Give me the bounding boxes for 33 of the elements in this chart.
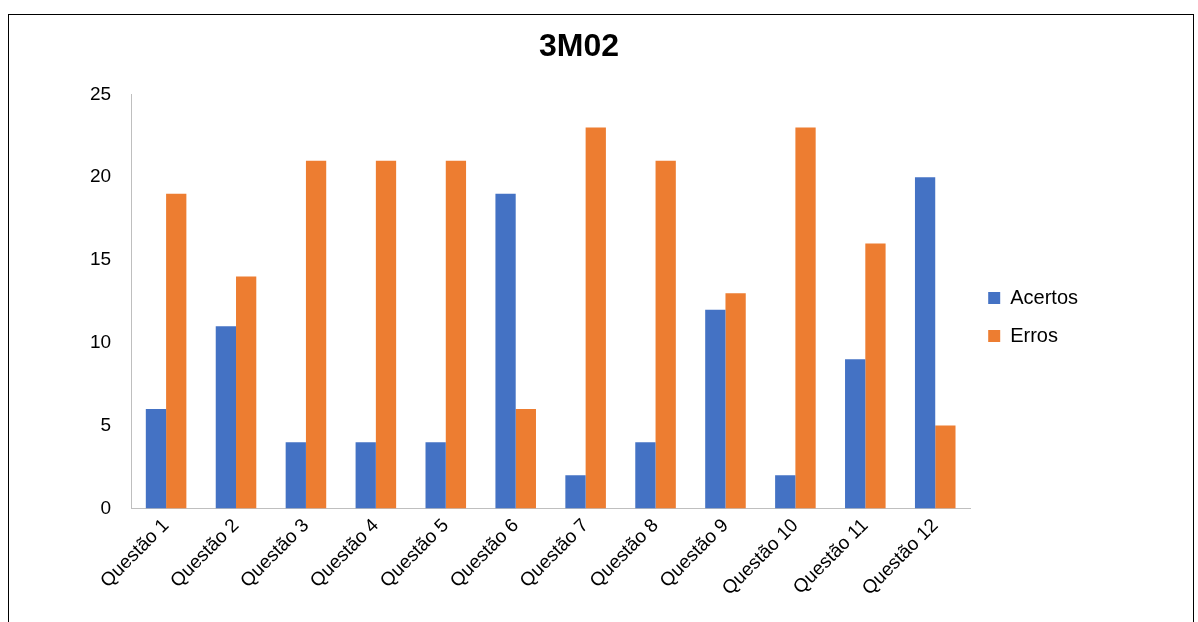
y-tick-label: 20 (89, 165, 112, 187)
chart-title: 3M02 (538, 27, 620, 64)
bar (914, 177, 936, 509)
bar (445, 160, 467, 509)
y-tick-label: 15 (89, 248, 112, 270)
bar (236, 276, 257, 509)
y-tick-label: 10 (89, 331, 112, 353)
bar (585, 127, 606, 509)
bar (635, 442, 656, 509)
bar (285, 442, 306, 509)
y-tick-label: 25 (89, 82, 112, 104)
bar (795, 127, 816, 509)
bar (655, 160, 676, 509)
bar (215, 326, 237, 509)
bar (355, 442, 376, 509)
bar (935, 425, 956, 509)
legend-label: Erros (1010, 323, 1058, 346)
bar (305, 160, 327, 509)
bar (375, 160, 397, 509)
bar (865, 243, 886, 509)
bar (515, 409, 536, 509)
y-tick-label: 5 (100, 413, 112, 435)
bar (495, 193, 516, 509)
bar (145, 409, 167, 509)
bar (845, 359, 866, 509)
legend-label: Acertos (1010, 285, 1079, 308)
bar (166, 193, 187, 509)
bar (725, 293, 746, 509)
bar (775, 475, 796, 509)
bar (705, 309, 726, 509)
bar (565, 475, 586, 509)
y-tick-label: 0 (100, 496, 112, 518)
bar (425, 442, 446, 509)
